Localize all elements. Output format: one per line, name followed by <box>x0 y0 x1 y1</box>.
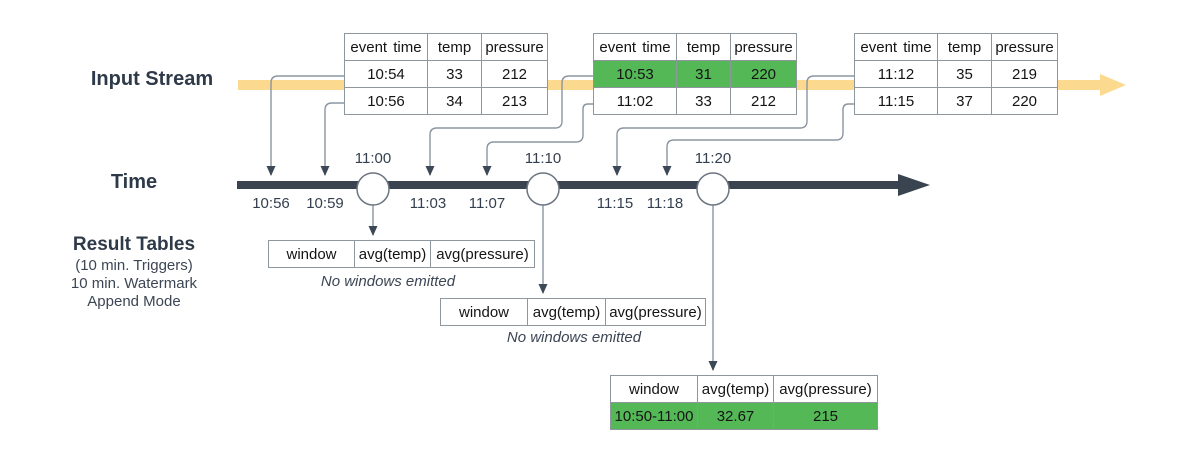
table-cell: 220 <box>991 87 1058 115</box>
table-header-cell: avg(pressure) <box>430 240 535 268</box>
table-cell: 212 <box>730 87 797 115</box>
table-cell: 10:53 <box>593 60 677 88</box>
table-cell: 33 <box>427 60 482 88</box>
table-cell: 10:56 <box>344 87 428 115</box>
table-cell: 34 <box>427 87 482 115</box>
table-header-cell: avg(pressure) <box>773 375 878 403</box>
table-header-cell: event time <box>593 33 677 61</box>
tick-label-1115: 11:15 <box>596 195 634 212</box>
table-row: 11:02 33 212 <box>593 87 797 115</box>
no-windows-note-1: No windows emitted <box>320 273 456 290</box>
connector-lines <box>266 75 854 371</box>
table-row: 10:50-11:00 32.67 215 <box>610 402 878 430</box>
table-cell: 213 <box>481 87 548 115</box>
table-cell: 35 <box>937 60 992 88</box>
table-header-cell: temp <box>676 33 731 61</box>
table-header-cell: pressure <box>730 33 797 61</box>
table-cell: 10:50-11:00 <box>610 402 698 430</box>
table-cell: 11:02 <box>593 87 677 115</box>
table-header-cell: window <box>268 240 355 268</box>
table-cell: 31 <box>676 60 731 88</box>
table-cell: 33 <box>676 87 731 115</box>
table-header-cell: event time <box>854 33 938 61</box>
input-table-2: event time temp pressure 10:53 31 220 11:02 33 2… <box>593 33 797 115</box>
input-table-1: event time temp pressure 10:54 33 212 10:56 34 2… <box>344 33 548 115</box>
result-tables-title: Result Tables <box>72 234 196 255</box>
connector-arrow <box>482 103 593 176</box>
table-cell: 11:15 <box>854 87 938 115</box>
connector-arrow <box>425 75 593 176</box>
table-cell: 11:12 <box>854 60 938 88</box>
table-header-cell: event time <box>344 33 428 61</box>
result-tables-subtitle-watermark: 10 min. Watermark <box>70 275 198 292</box>
trigger-label-1100: 11:00 <box>354 150 392 167</box>
result-table-2: window avg(temp) avg(pressure) <box>440 298 706 326</box>
result-tables-subtitle-triggers: (10 min. Triggers) <box>75 257 193 274</box>
trigger-circle-1120 <box>696 172 730 206</box>
result-tables-label-block: Result Tables (10 min. Triggers) 10 min.… <box>34 233 234 311</box>
no-windows-note-2: No windows emitted <box>506 329 642 346</box>
input-table-3: event time temp pressure 11:12 35 219 11:15 37 2… <box>854 33 1058 115</box>
table-cell: 32.67 <box>697 402 774 430</box>
table-header-cell: avg(pressure) <box>605 298 706 326</box>
tick-label-1056: 10:56 <box>252 195 290 212</box>
table-header-row: event time temp pressure <box>344 33 548 61</box>
result-table-1: window avg(temp) avg(pressure) <box>268 240 535 268</box>
input-stream-label: Input Stream <box>90 68 214 90</box>
stream-arrowhead-icon <box>1100 74 1126 96</box>
table-header-row: window avg(temp) avg(pressure) <box>440 298 706 326</box>
trigger-circle-1100 <box>356 172 390 206</box>
table-header-row: event time temp pressure <box>854 33 1058 61</box>
trigger-label-1120: 11:20 <box>694 150 732 167</box>
table-cell: 10:54 <box>344 60 428 88</box>
trigger-circle-1110 <box>526 172 560 206</box>
table-header-row: window avg(temp) avg(pressure) <box>268 240 535 268</box>
result-table-3: window avg(temp) avg(pressure) 10:50-11:00 3… <box>610 375 878 430</box>
table-cell: 37 <box>937 87 992 115</box>
tick-label-1107: 11:07 <box>468 195 506 212</box>
table-header-cell: temp <box>937 33 992 61</box>
table-header-cell: avg(temp) <box>697 375 774 403</box>
table-row: 10:53 31 220 <box>593 60 797 88</box>
tick-label-1103: 11:03 <box>409 195 447 212</box>
table-row: 11:15 37 220 <box>854 87 1058 115</box>
table-row: 10:56 34 213 <box>344 87 548 115</box>
table-cell: 219 <box>991 60 1058 88</box>
table-header-cell: avg(temp) <box>527 298 606 326</box>
timeline-arrowhead-icon <box>898 174 930 196</box>
table-header-cell: pressure <box>481 33 548 61</box>
connector-arrow <box>320 102 344 176</box>
time-label: Time <box>110 171 158 193</box>
table-header-cell: window <box>610 375 698 403</box>
table-header-cell: avg(temp) <box>354 240 431 268</box>
connector-arrow <box>612 75 854 176</box>
table-cell: 215 <box>773 402 878 430</box>
timeline-arrow <box>237 174 930 196</box>
trigger-label-1110: 11:10 <box>524 150 562 167</box>
result-tables-subtitle-append: Append Mode <box>87 293 181 310</box>
table-header-row: window avg(temp) avg(pressure) <box>610 375 878 403</box>
table-row: 10:54 33 212 <box>344 60 548 88</box>
table-row: 11:12 35 219 <box>854 60 1058 88</box>
connector-arrow <box>662 103 854 176</box>
table-header-cell: temp <box>427 33 482 61</box>
table-cell: 220 <box>730 60 797 88</box>
tick-label-1118: 11:18 <box>646 195 684 212</box>
table-header-row: event time temp pressure <box>593 33 797 61</box>
table-cell: 212 <box>481 60 548 88</box>
connector-arrow <box>266 75 344 176</box>
table-header-cell: window <box>440 298 528 326</box>
table-header-cell: pressure <box>991 33 1058 61</box>
tick-label-1059: 10:59 <box>306 195 344 212</box>
